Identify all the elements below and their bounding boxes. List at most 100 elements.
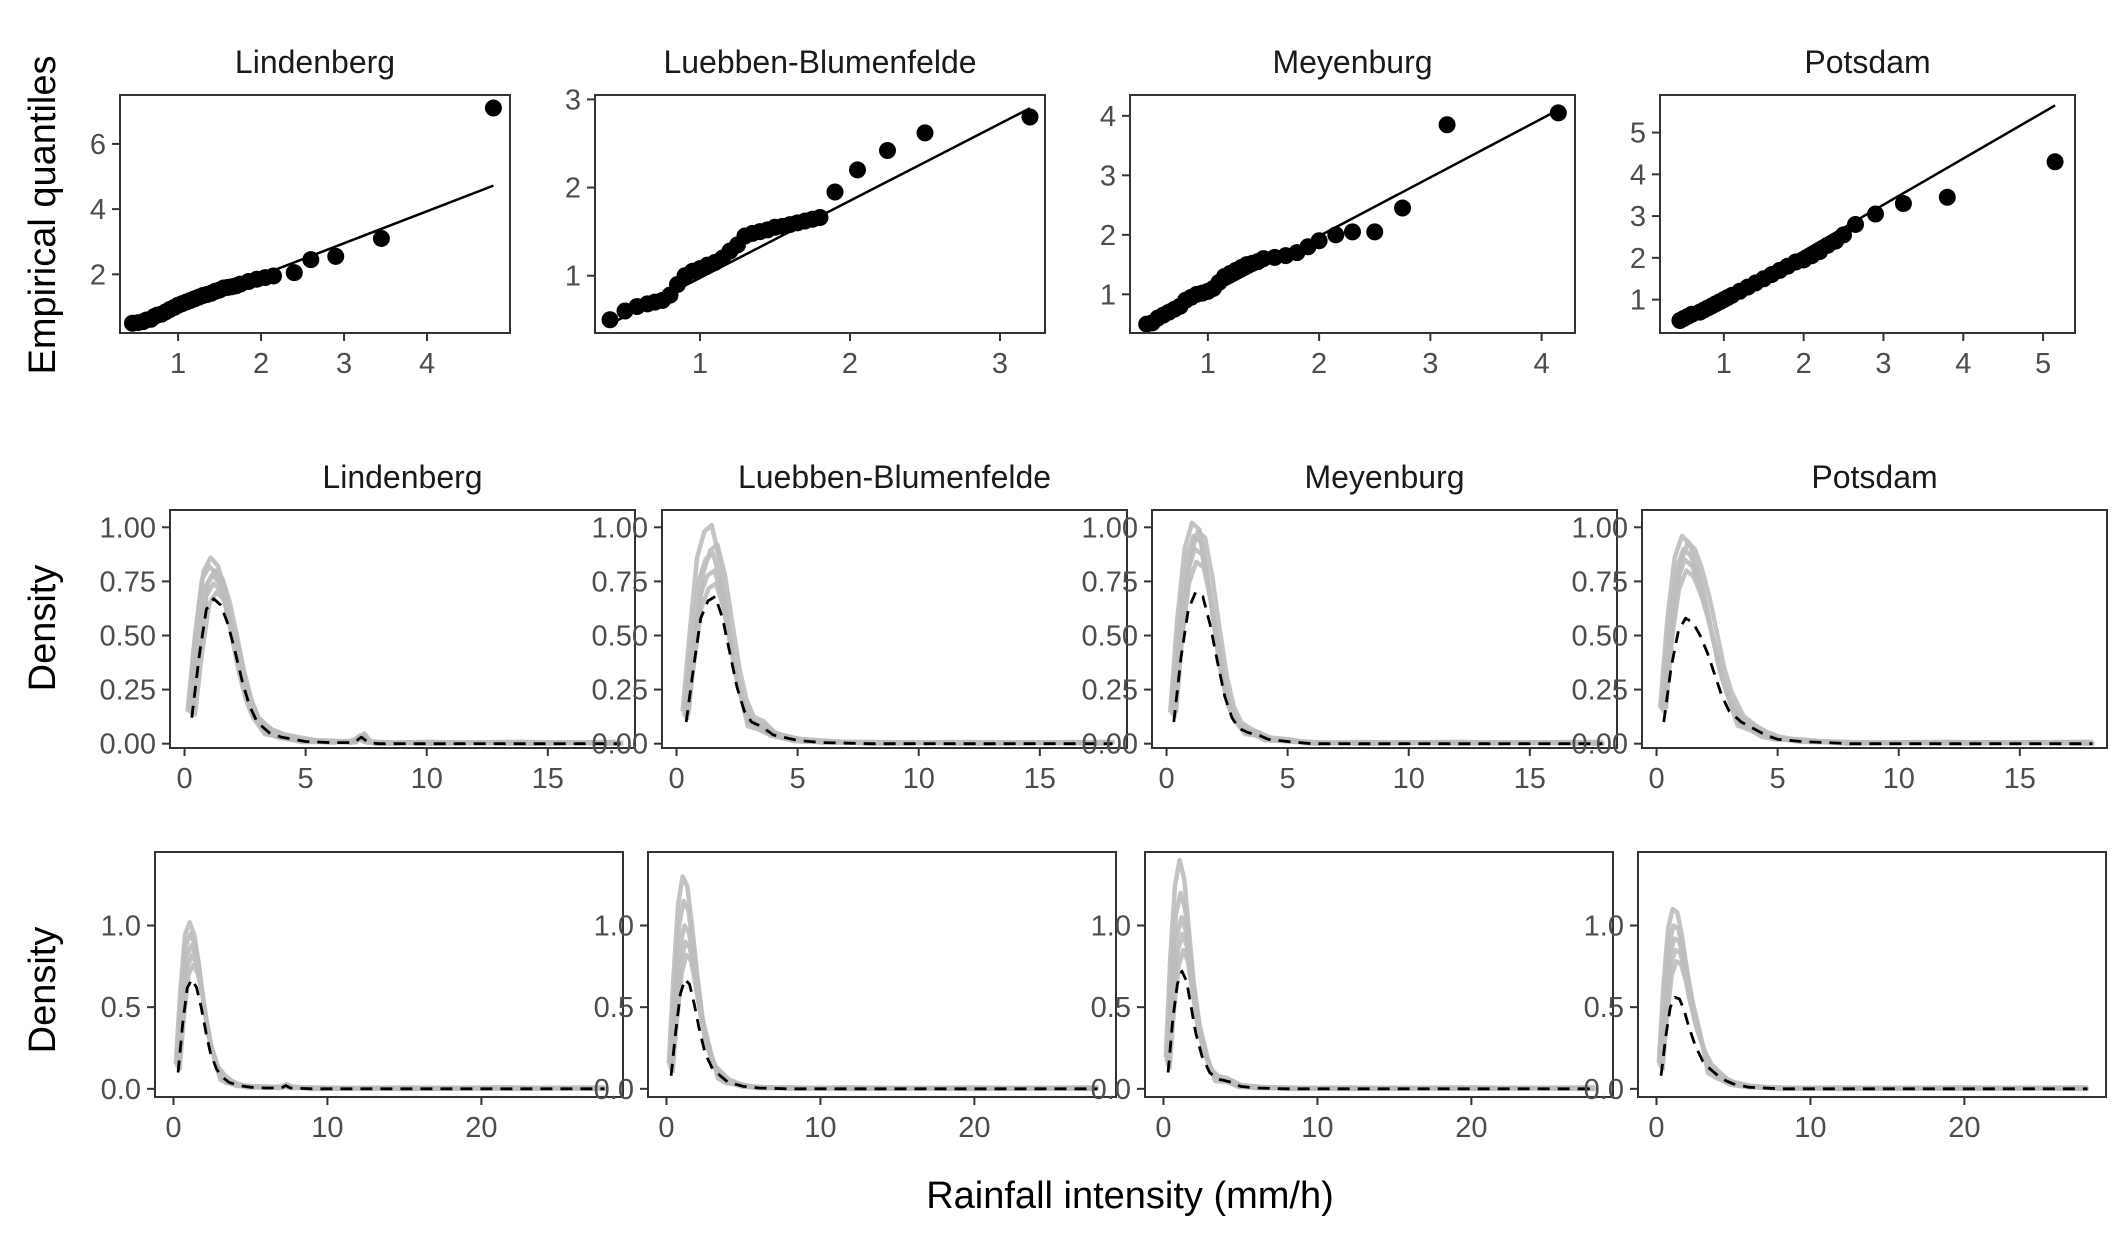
x-tick-label: 0 [1158,763,1174,795]
y-tick-label: 0.5 [594,992,634,1024]
y-tick-label: 4 [1630,159,1646,191]
panel-frame [1637,851,2107,1098]
panel-frame [1641,509,2108,749]
y-tick-label: 1 [565,261,581,293]
x-tick-label: 1 [1716,348,1732,380]
data-point [1344,223,1361,241]
y-tick-label: 1 [1100,279,1116,311]
x-tick-label: 3 [336,348,352,380]
x-tick-label: 10 [804,1112,836,1144]
y-tick-label: 0.50 [592,620,648,652]
x-tick-label: 0 [165,1112,181,1144]
x-tick-label: 0 [1648,763,1664,795]
panel-frame [594,94,1046,334]
x-tick-label: 15 [1024,763,1056,795]
simulated-curve [666,874,1096,1092]
panel-title: Meyenburg [1304,459,1464,495]
data-point [1549,104,1567,122]
data-point [1021,108,1039,126]
data-point [849,161,866,179]
data-point [1394,199,1412,217]
data-point [1327,226,1345,244]
y-tick-label: 0.0 [594,1074,634,1106]
x-tick-label: 20 [465,1112,497,1144]
simulated-curve [1657,923,2087,1092]
x-tick-label: 3 [1875,348,1891,380]
x-tick-label: 0 [1648,1112,1664,1144]
data-point [484,99,502,117]
simulated-curve [1660,557,2092,746]
data-point [811,209,829,227]
data-point [1894,195,1912,213]
x-tick-label: 20 [1948,1112,1980,1144]
x-tick-label: 15 [1514,763,1546,795]
y-tick-label: 0.0 [1584,1074,1624,1106]
data-point [372,229,390,247]
x-tick-label: 10 [411,763,443,795]
y-tick-label: 2 [90,259,106,291]
data-point [601,311,619,329]
x-tick-label: 5 [2035,348,2051,380]
y-tick-label: 1 [1630,285,1646,317]
panel-frame [647,851,1117,1098]
row1-ylabel: Empirical quantiles [22,56,64,375]
data-point [1866,205,1884,223]
simulated-curve [1163,857,1593,1092]
row3-ylabel: Density [22,927,64,1054]
y-tick-label: 1.00 [1082,512,1138,544]
x-tick-label: 2 [842,348,858,380]
plot-area [1671,104,2064,329]
y-tick-label: 3 [1100,160,1116,192]
data-point [1847,215,1865,233]
x-tick-label: 15 [2004,763,2036,795]
panel-5: Luebben-Blumenfelde 0 5 10 15 0.00 0.25 0.50 0.7… [592,459,1128,795]
panel-0: Lindenberg 1 2 3 4 2 4 6 [90,44,511,380]
data-point [1366,223,1384,241]
y-tick-label: 0.5 [1091,992,1131,1024]
y-tick-label: 4 [90,194,106,226]
plot-area [1138,104,1567,333]
plot-area [123,99,502,332]
simulated-curve [192,589,624,746]
data-point [826,183,844,201]
y-tick-label: 0.00 [100,729,156,761]
panel-6: Meyenburg 0 5 10 15 0.00 0.25 0.50 0.75 1.00 [1082,459,1618,795]
y-tick-label: 3 [1630,201,1646,233]
simulated-curve [1165,915,1595,1092]
y-tick-label: 1.0 [1091,911,1131,943]
panel-title: Lindenberg [235,44,395,80]
panel-7: Potsdam 0 5 10 15 0.00 0.25 0.50 0.75 1.00 [1572,459,2108,795]
x-tick-label: 0 [668,763,684,795]
x-tick-label: 3 [1422,348,1438,380]
x-tick-label: 2 [1311,348,1327,380]
x-tick-label: 4 [419,348,435,380]
simulated-curve [174,931,604,1092]
y-tick-label: 0.5 [1584,992,1624,1024]
observed-curve [669,978,1098,1091]
simulated-curve [1167,947,1596,1092]
plot-area [173,919,606,1092]
simulated-curve [176,952,606,1092]
y-tick-label: 0.0 [101,1074,141,1106]
panel-1: Luebben-Blumenfelde 1 2 3 1 2 3 [565,44,1046,380]
y-tick-label: 4 [1100,101,1116,133]
simulated-curve [175,942,605,1092]
y-tick-label: 6 [90,129,106,161]
x-tick-label: 5 [790,763,806,795]
panels-layer: Lindenberg 1 2 3 4 2 4 6 Luebben-Blumenfelde 1 2 3 1… [90,44,2108,1144]
y-tick-label: 0.50 [100,620,156,652]
panel-title: Luebben-Blumenfelde [663,44,976,80]
data-point [879,142,896,160]
panel-11: 0 10 20 0.0 0.5 1.0 [1584,851,2107,1144]
y-tick-label: 1.00 [1572,512,1628,544]
plot-area [1657,533,2095,746]
y-tick-label: 2 [1630,243,1646,275]
x-tick-label: 1 [692,348,708,380]
simulated-curve [1658,936,2088,1092]
y-tick-label: 0.50 [1572,620,1628,652]
row2-ylabel: Density [22,565,64,692]
x-tick-label: 0 [176,763,192,795]
y-tick-label: 0.00 [1572,729,1628,761]
observed-curve [176,978,605,1091]
